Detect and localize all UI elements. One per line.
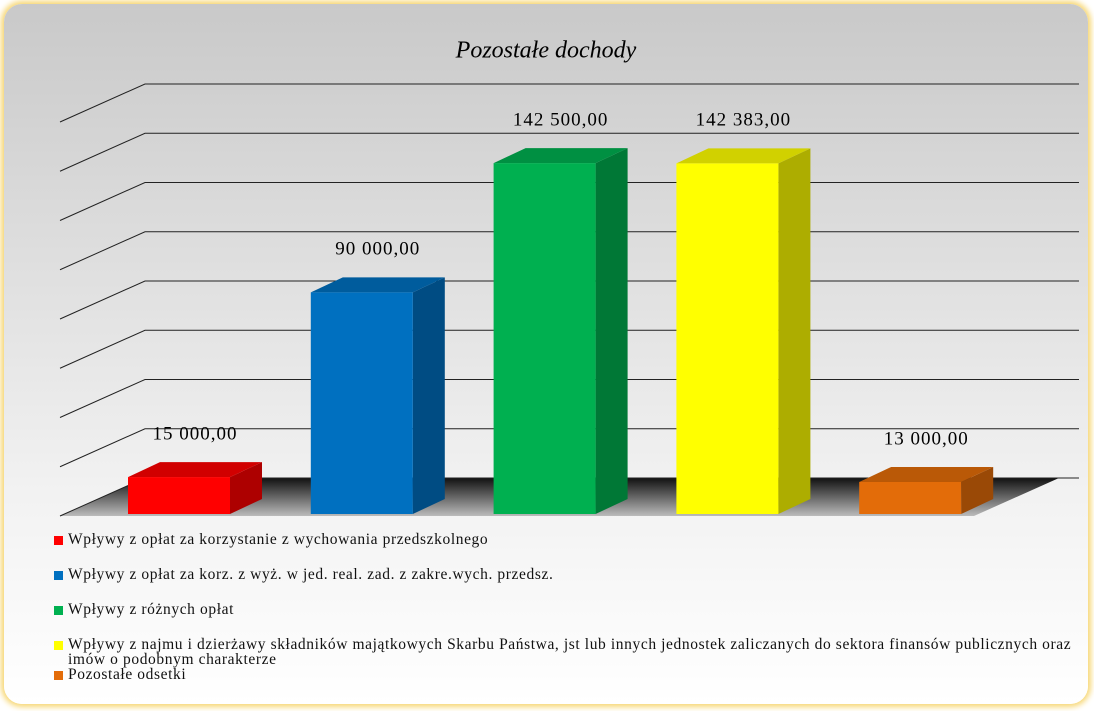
bar-top — [128, 462, 262, 478]
chart-frame: Pozostałe dochody 15 000,00 90 000,00 142 … — [4, 4, 1088, 704]
legend-label: Wpływy z opłat za korz. z wyż. w jed. re… — [68, 566, 554, 583]
bar-top — [676, 148, 811, 164]
legend-swatch — [54, 671, 63, 680]
legend-item: Wpływy z najmu i dzierżawy składników ma… — [54, 637, 1084, 667]
legend-item: Wpływy z różnych opłat — [54, 602, 1084, 617]
legend-item: Wpływy z opłat za korz. z wyż. w jed. re… — [54, 567, 1084, 582]
legend-label: Wpływy z opłat za korzystanie z wychowan… — [68, 531, 489, 548]
bar — [859, 481, 962, 514]
bar — [128, 477, 230, 514]
value-label: 90 000,00 — [335, 239, 420, 260]
legend-label: Wpływy z najmu i dzierżawy składników ma… — [68, 636, 1072, 668]
bar-top — [859, 466, 994, 482]
bar-top — [310, 277, 445, 293]
value-label: 142 500,00 — [513, 109, 609, 130]
bar-side — [230, 462, 262, 514]
bar-top — [493, 148, 628, 164]
bar — [676, 163, 779, 514]
legend-swatch — [54, 641, 63, 650]
legend-label: Pozostałe odsetki — [68, 666, 187, 683]
grid-line — [59, 132, 1079, 172]
legend-swatch — [54, 606, 63, 615]
legend: Wpływy z opłat za korzystanie z wychowan… — [54, 532, 1084, 702]
value-label: 15 000,00 — [153, 423, 238, 444]
legend-item: Pozostałe odsetki — [54, 667, 1084, 682]
bar-side — [778, 148, 811, 514]
legend-swatch — [54, 536, 63, 545]
bar — [493, 163, 596, 514]
bar — [310, 292, 413, 514]
bar-side — [961, 466, 994, 514]
chart: Pozostałe dochody 15 000,00 90 000,00 142 … — [59, 38, 1079, 517]
chart-title: Pozostałe dochody — [455, 38, 637, 64]
value-label: 13 000,00 — [884, 428, 969, 449]
grid-line — [59, 83, 1079, 123]
legend-swatch — [54, 571, 63, 580]
bar-side — [412, 277, 445, 514]
bar-side — [595, 148, 628, 514]
legend-item: Wpływy z opłat za korzystanie z wychowan… — [54, 532, 1084, 547]
value-label: 142 383,00 — [696, 110, 792, 131]
legend-label: Wpływy z różnych opłat — [68, 601, 234, 618]
